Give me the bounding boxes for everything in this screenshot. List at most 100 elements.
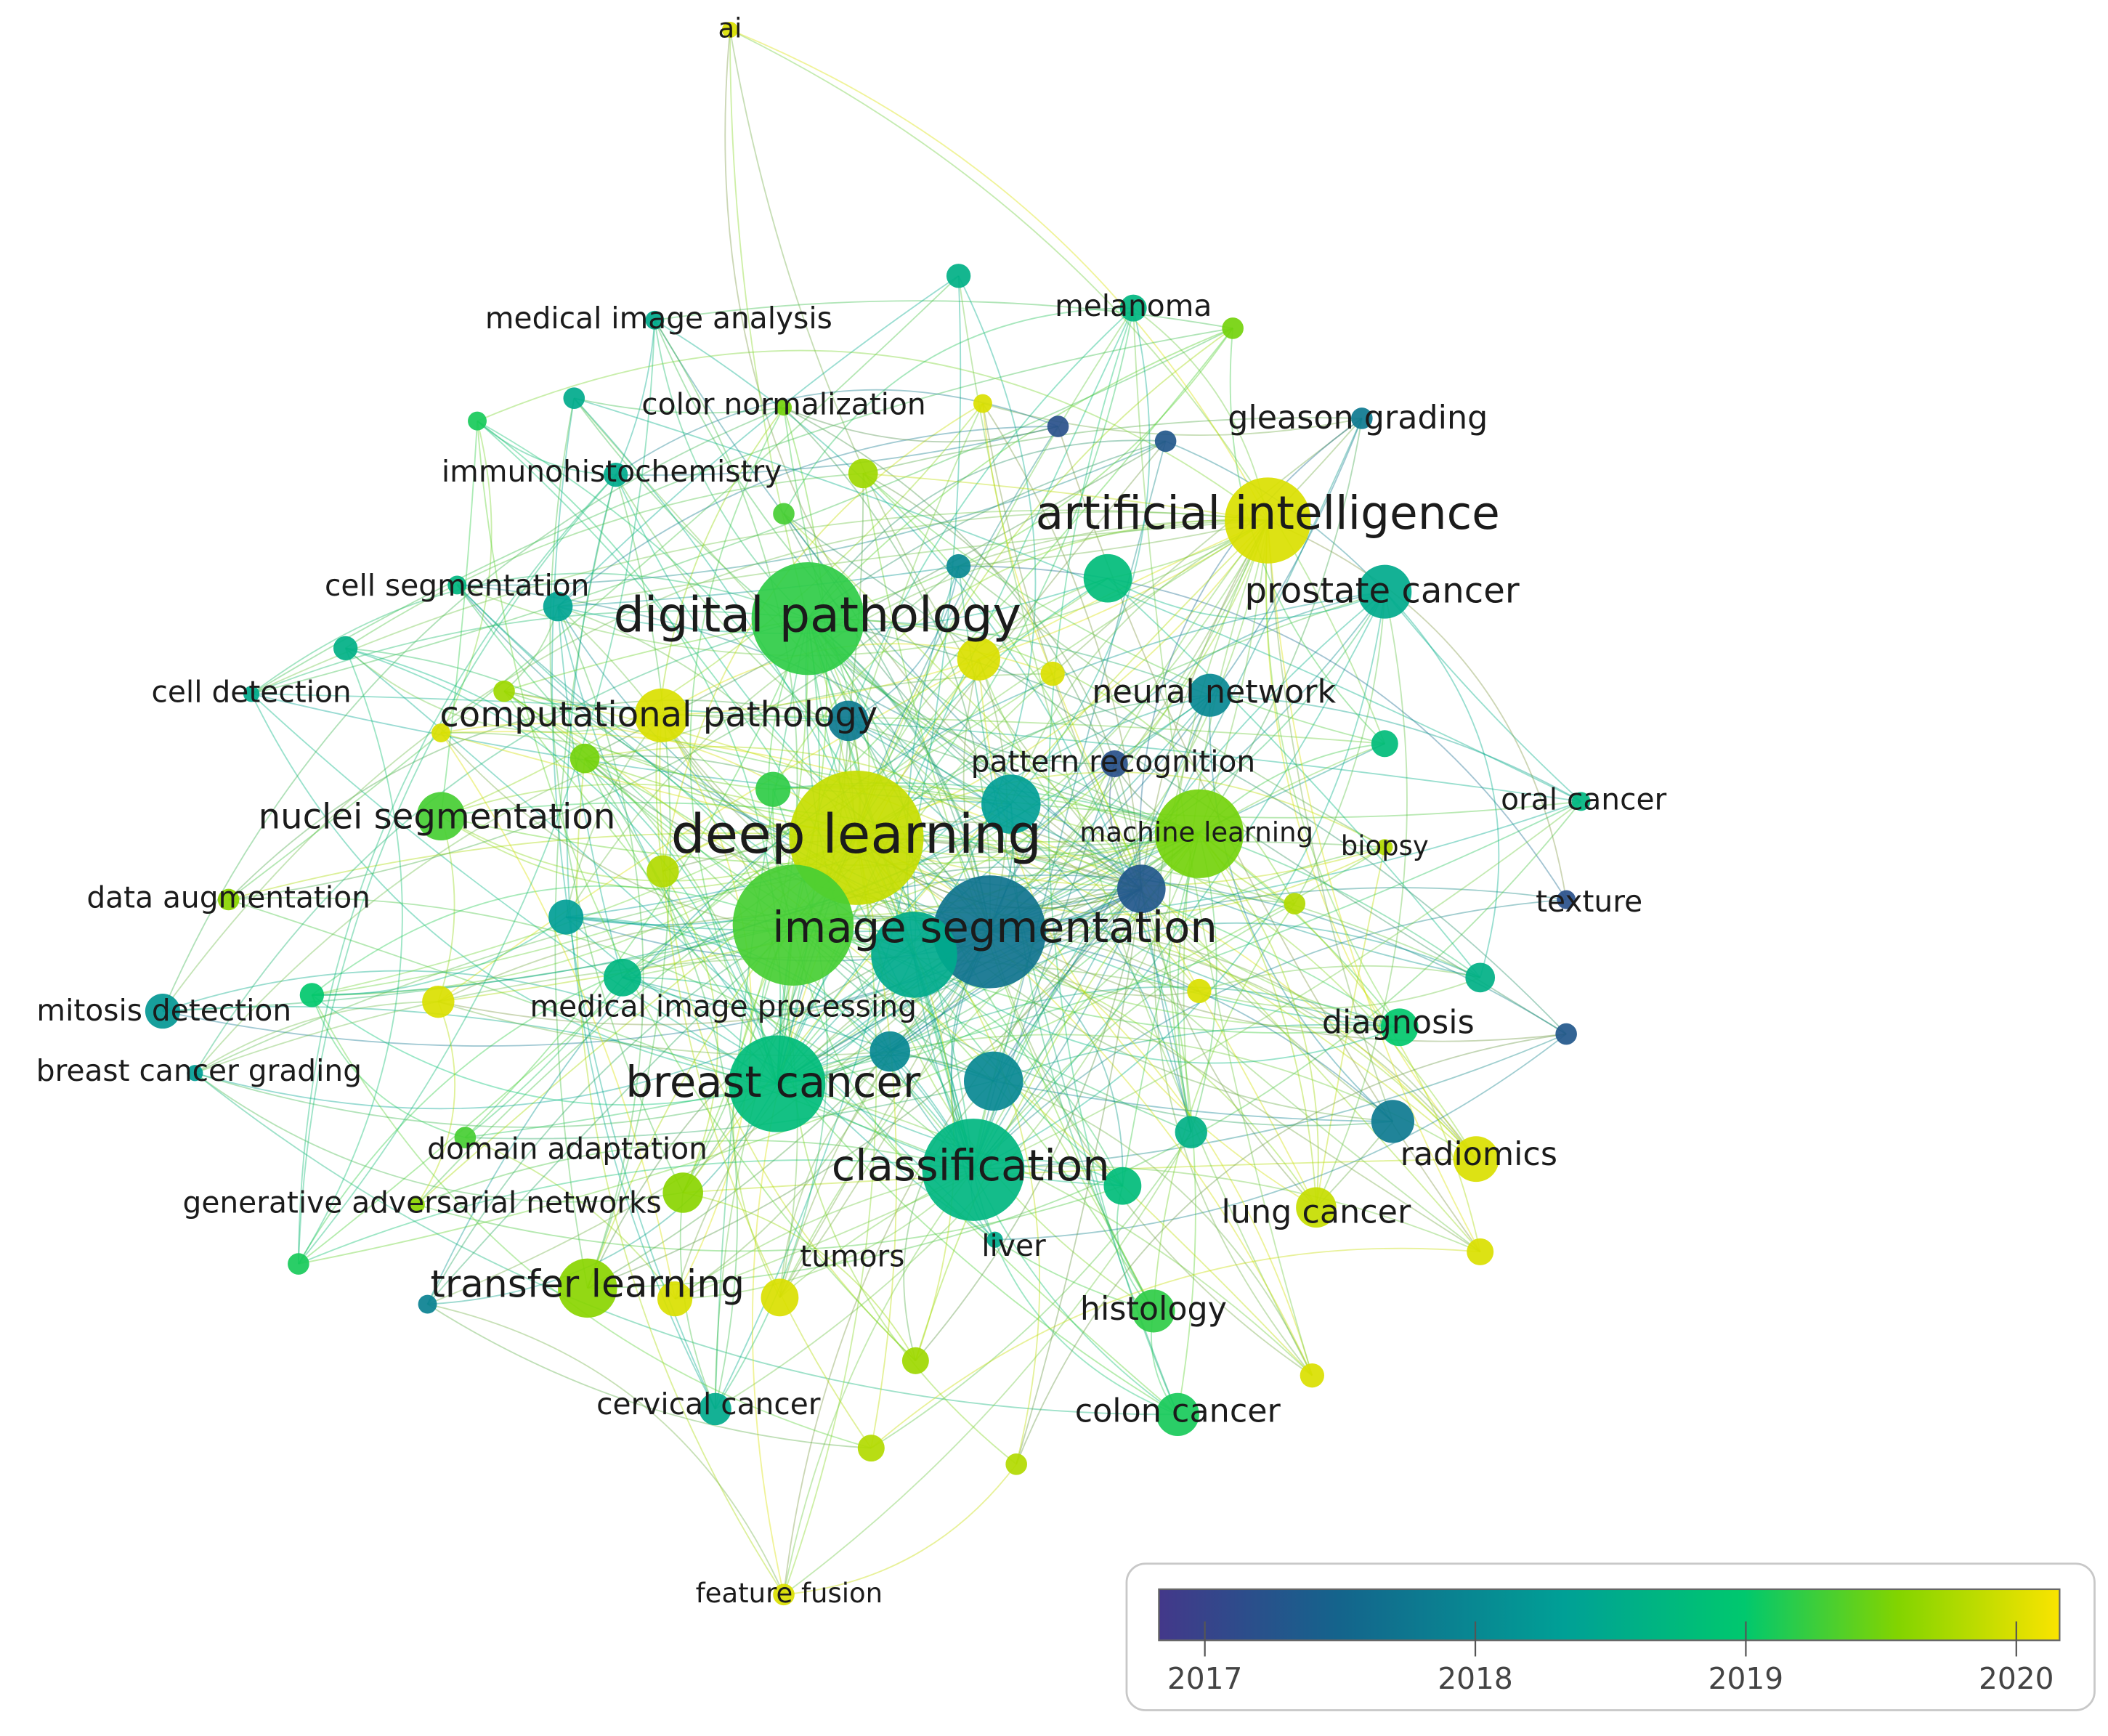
edge — [660, 715, 753, 1299]
edge — [1010, 307, 1151, 805]
edge — [659, 715, 917, 1361]
edge — [1199, 833, 1481, 1252]
edge — [227, 699, 849, 901]
node-label: medical image processing — [530, 989, 916, 1023]
node — [1465, 962, 1496, 993]
edge — [195, 956, 1200, 1074]
edge — [345, 647, 778, 1084]
edge — [783, 407, 991, 932]
edge — [1047, 307, 1179, 1415]
node-label: artificial intelligence — [1036, 487, 1500, 540]
edge — [1316, 591, 1408, 1208]
edge — [345, 647, 794, 926]
node — [1047, 415, 1069, 437]
node — [963, 1051, 1023, 1111]
edge — [557, 606, 990, 933]
node — [603, 958, 641, 997]
node-label: data augmentation — [86, 880, 370, 914]
edge — [783, 888, 1142, 1595]
edge — [862, 417, 1362, 474]
edge — [989, 929, 1477, 1160]
node-label: machine learning — [1079, 816, 1313, 848]
node — [828, 700, 869, 742]
edge — [779, 931, 990, 1298]
edge — [566, 474, 716, 1410]
edge — [615, 474, 1400, 1029]
edge — [989, 931, 1481, 1253]
edge — [973, 591, 1386, 1171]
edge — [477, 421, 917, 1361]
node — [431, 723, 451, 742]
node — [243, 686, 260, 702]
edge — [856, 440, 1167, 838]
node — [1296, 1187, 1337, 1228]
edge — [856, 837, 955, 1361]
node-label: mitosis detection — [36, 993, 291, 1028]
edge — [162, 924, 794, 1013]
node — [569, 743, 600, 774]
edge — [981, 403, 1143, 890]
edge — [427, 1303, 785, 1595]
edge — [251, 693, 1581, 803]
edge — [554, 474, 617, 1289]
edge — [298, 924, 794, 1265]
node-label: diagnosis — [1322, 1005, 1475, 1042]
edge — [312, 916, 567, 996]
edge — [783, 407, 1058, 443]
edge — [566, 800, 1581, 933]
node — [789, 770, 924, 905]
edge — [783, 1464, 1017, 1596]
edge — [251, 509, 1268, 695]
edge — [557, 606, 644, 1289]
edge — [416, 1140, 974, 1206]
node — [299, 983, 325, 1007]
edge — [654, 320, 1142, 890]
edge — [783, 1169, 974, 1595]
node — [646, 855, 679, 888]
node — [1380, 1008, 1419, 1047]
node-label: cell detection — [151, 674, 351, 709]
node — [662, 1172, 703, 1213]
edge — [783, 407, 1143, 889]
edge — [856, 307, 1134, 838]
node-label: deep learning — [671, 803, 1042, 866]
edge — [1140, 888, 1317, 1208]
node — [1377, 839, 1393, 856]
node — [1284, 893, 1306, 914]
node — [755, 771, 791, 807]
edge — [456, 584, 794, 926]
edge — [194, 1001, 439, 1074]
edge — [298, 846, 1385, 1265]
edge — [416, 1185, 1123, 1252]
edge — [903, 1080, 994, 1361]
edge — [345, 647, 778, 1084]
node — [447, 575, 467, 595]
node-label: oral cancer — [1501, 782, 1666, 816]
node — [418, 1294, 437, 1314]
edge — [989, 591, 1385, 933]
edge — [1140, 520, 1269, 889]
edge — [251, 572, 808, 695]
edge — [298, 320, 656, 1265]
edge — [477, 420, 974, 1170]
edge — [440, 421, 478, 816]
node — [1187, 978, 1212, 1004]
edge — [1052, 418, 1363, 675]
edge — [574, 397, 785, 414]
edge — [311, 994, 466, 1138]
node — [957, 637, 1000, 681]
node-label: transfer learning — [431, 1263, 745, 1307]
edge — [808, 617, 1211, 697]
node — [454, 1127, 477, 1148]
edge — [772, 519, 1268, 790]
node — [981, 774, 1041, 834]
node — [869, 1031, 910, 1072]
edge — [1140, 888, 1192, 1132]
edge — [297, 474, 617, 1265]
edge — [689, 407, 785, 1084]
node — [1119, 294, 1147, 322]
node-label: computational pathology — [439, 694, 877, 735]
edge — [465, 1137, 676, 1299]
node — [775, 399, 792, 416]
node — [1300, 1363, 1325, 1388]
